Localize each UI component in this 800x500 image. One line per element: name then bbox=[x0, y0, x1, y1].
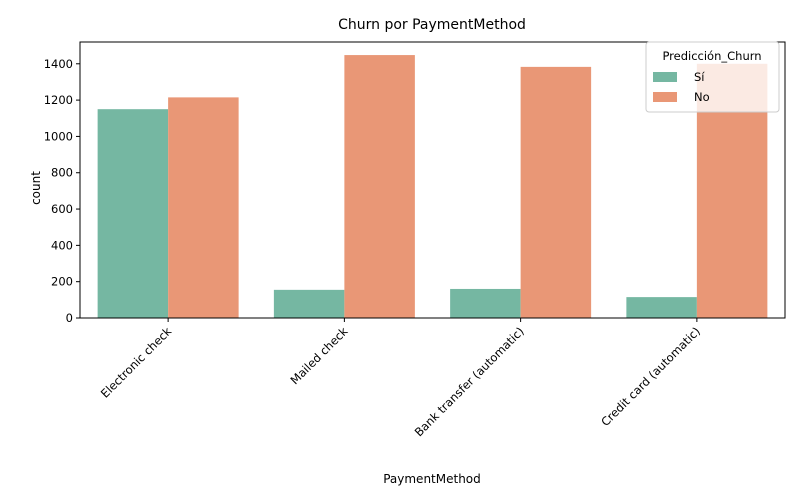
axes-frame bbox=[79, 41, 786, 319]
legend: Predicción_Churn Sí No bbox=[645, 41, 780, 113]
legend-label-0: Sí bbox=[694, 70, 705, 84]
y-tick-label-0: 0 bbox=[66, 311, 73, 325]
x-tick-label-2: Bank transfer (automatic) bbox=[412, 324, 527, 439]
y-axis-ticks: 0 200 400 600 800 1000 1200 1400 bbox=[44, 57, 80, 325]
legend-label-1: No bbox=[694, 90, 710, 104]
y-tick-label-6: 1200 bbox=[44, 93, 73, 107]
legend-swatch-1 bbox=[653, 92, 677, 102]
y-tick-label-5: 1000 bbox=[44, 129, 73, 143]
y-tick-label-1: 200 bbox=[51, 275, 73, 289]
legend-title: Predicción_Churn bbox=[662, 49, 761, 63]
x-tick-label-0: Electronic check bbox=[98, 324, 175, 401]
bar-si-0 bbox=[97, 109, 169, 319]
bar-no-1 bbox=[344, 55, 415, 319]
bar-si-2 bbox=[450, 288, 521, 318]
x-axis-label: PaymentMethod bbox=[383, 472, 481, 486]
bar-si-3 bbox=[626, 297, 697, 318]
y-tick-label-3: 600 bbox=[51, 202, 73, 216]
y-tick-label-2: 400 bbox=[51, 238, 73, 252]
y-axis-label: count bbox=[29, 171, 43, 205]
x-tick-label-3: Credit card (automatic) bbox=[598, 324, 703, 429]
x-tick-label-1: Mailed check bbox=[288, 324, 351, 387]
legend-box bbox=[645, 41, 780, 113]
x-axis-ticks: Electronic check Mailed check Bank transfe… bbox=[98, 318, 703, 439]
bar-no-0 bbox=[168, 97, 239, 318]
bar-si-1 bbox=[273, 289, 345, 318]
y-tick-label-7: 1400 bbox=[44, 57, 73, 71]
y-tick-label-4: 800 bbox=[51, 166, 73, 180]
bar-no-2 bbox=[520, 66, 592, 318]
legend-swatch-0 bbox=[653, 72, 677, 82]
chart-title: Churn por PaymentMethod bbox=[338, 17, 526, 33]
